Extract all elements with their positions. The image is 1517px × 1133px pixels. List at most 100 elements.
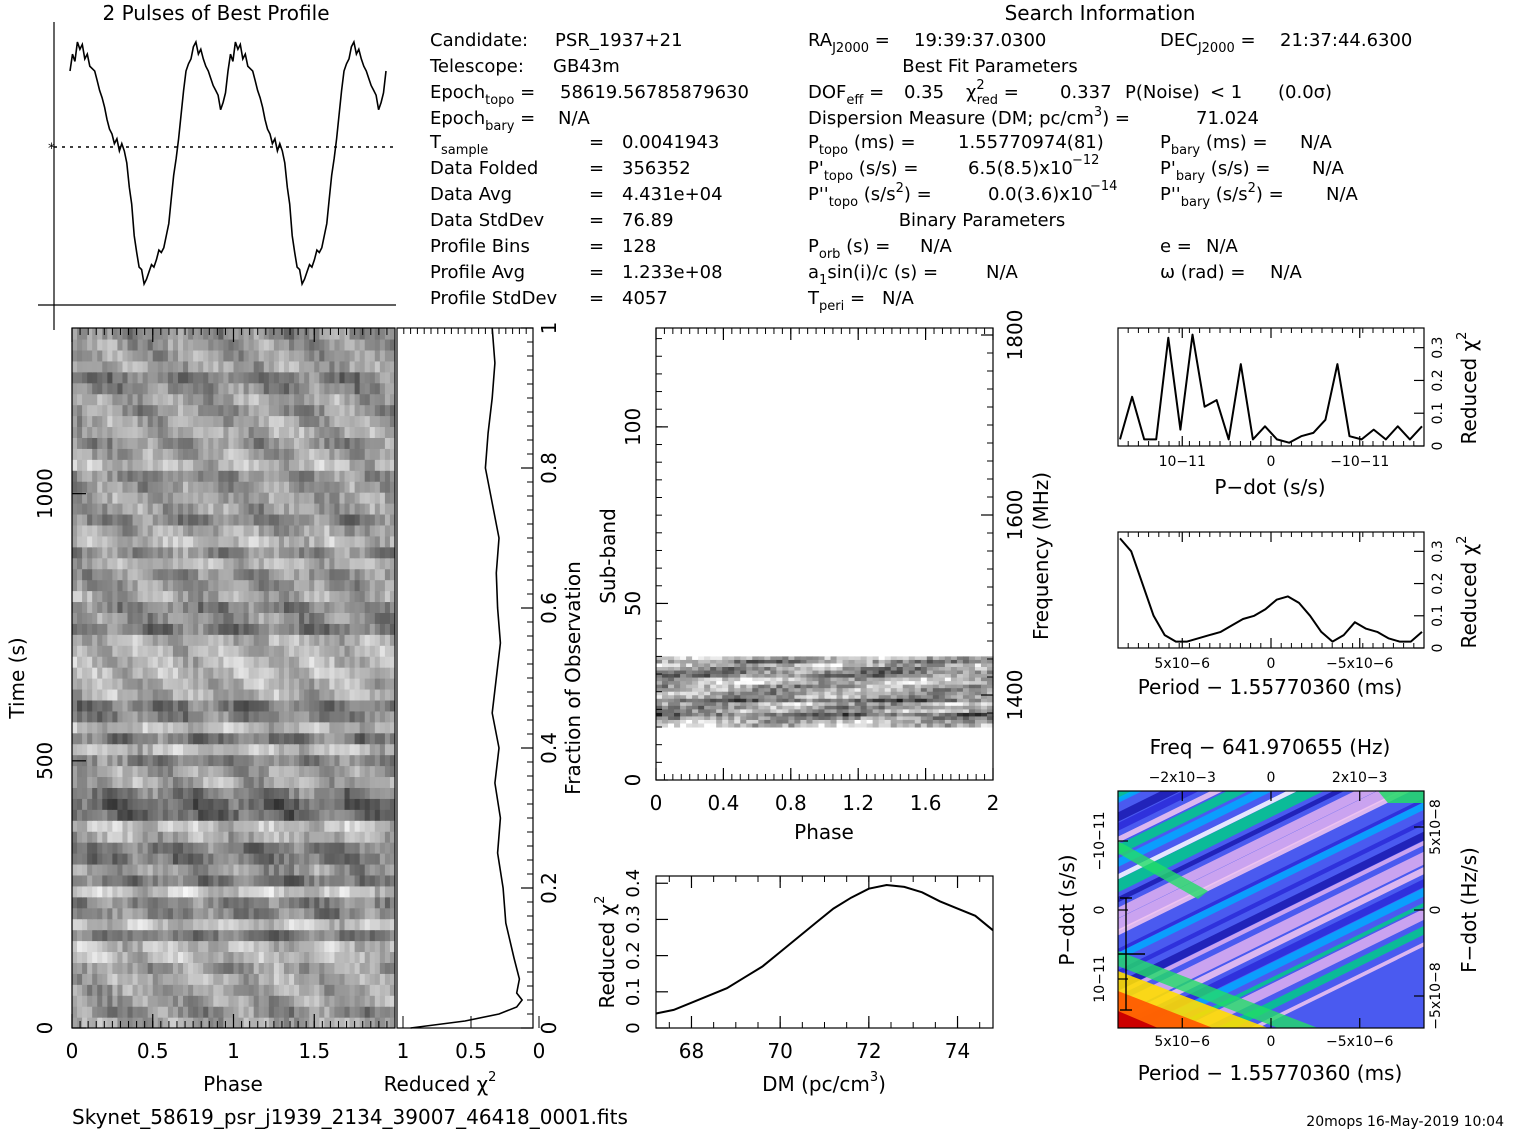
time-phase-cell <box>263 929 270 942</box>
time-phase-cell <box>203 721 209 734</box>
time-phase-cell <box>268 743 275 756</box>
time-phase-cell <box>349 754 356 767</box>
time-phase-cell <box>319 732 325 745</box>
time-phase-cell <box>152 382 159 395</box>
time-phase-cell <box>349 962 356 974</box>
time-phase-cell <box>92 688 98 701</box>
subband-cell <box>812 659 820 664</box>
time-phase-cell <box>92 820 98 832</box>
time-phase-cell <box>329 404 336 417</box>
time-phase-cell <box>218 831 225 843</box>
time-phase-cell <box>354 918 361 931</box>
time-phase-cell <box>263 896 270 909</box>
time-phase-cell <box>77 426 83 438</box>
time-phase-cell <box>314 371 320 384</box>
time-phase-cell <box>243 656 250 668</box>
time-phase-cell <box>188 524 194 537</box>
subband-cell <box>704 656 711 661</box>
time-phase-cell <box>122 853 129 865</box>
time-phase-cell <box>278 634 285 646</box>
time-phase-cell <box>203 481 209 493</box>
time-phase-cell <box>177 557 184 570</box>
time-phase-cell <box>72 787 78 799</box>
time-phase-cell <box>112 360 119 373</box>
time-phase-cell <box>299 426 305 438</box>
time-phase-cell <box>177 885 184 898</box>
time-phase-cell <box>228 787 235 799</box>
time-phase-cell <box>334 634 341 646</box>
subband-cell <box>764 681 771 686</box>
time-phase-cell <box>268 688 275 701</box>
time-phase-cell <box>349 360 356 373</box>
subband-cell <box>656 670 663 675</box>
time-phase-cell <box>162 568 169 581</box>
time-phase-cell <box>263 623 270 635</box>
time-phase-cell <box>289 765 295 778</box>
time-phase-cell <box>349 907 356 920</box>
time-phase-cell <box>233 415 240 428</box>
time-phase-cell <box>364 481 371 493</box>
subband-cell <box>668 684 675 689</box>
subband-cell <box>878 684 886 689</box>
time-phase-cell <box>268 710 275 723</box>
time-phase-cell <box>147 732 154 745</box>
time-phase-cell <box>183 656 189 668</box>
time-phase-cell <box>384 667 391 679</box>
time-phase-cell <box>324 656 330 668</box>
time-phase-cell <box>152 688 159 701</box>
time-phase-cell <box>183 448 189 460</box>
subband-cell <box>800 663 808 668</box>
time-phase-cell <box>319 721 325 734</box>
time-phase-cell <box>213 481 219 493</box>
subband-cell <box>920 677 928 682</box>
time-phase-cell <box>369 853 376 865</box>
time-phase-cell <box>248 885 255 898</box>
time-phase-cell <box>268 634 275 646</box>
time-phase-cell <box>329 448 336 460</box>
time-phase-cell <box>248 984 255 996</box>
time-phase-cell <box>228 634 235 646</box>
time-phase-cell <box>369 645 376 657</box>
time-phase-cell <box>82 863 88 876</box>
time-phase-cell <box>72 1006 78 1018</box>
subband-cell <box>656 663 663 668</box>
subband-cell <box>944 684 952 689</box>
time-phase-cell <box>319 557 325 570</box>
time-phase-cell <box>273 415 280 428</box>
time-phase-cell <box>127 721 134 734</box>
time-phase-cell <box>162 863 169 876</box>
time-phase-cell <box>369 962 376 974</box>
time-phase-cell <box>102 929 108 942</box>
time-phase-cell <box>142 437 149 449</box>
time-phase-cell <box>339 328 346 340</box>
time-phase-cell <box>384 459 391 471</box>
time-phase-cell <box>152 962 159 974</box>
subband-cell <box>734 681 741 686</box>
time-phase-cell <box>339 535 346 548</box>
time-phase-cell <box>172 732 179 745</box>
info-a1sini: N/A <box>986 262 1019 283</box>
time-phase-cell <box>268 481 275 493</box>
time-phase-cell <box>268 557 275 570</box>
time-phase-cell <box>374 820 381 832</box>
time-phase-cell <box>354 360 361 373</box>
time-phase-cell <box>82 710 88 723</box>
subband-cell <box>872 656 880 661</box>
time-phase-cell <box>389 962 395 974</box>
subband-cell <box>926 659 934 664</box>
time-phase-cell <box>122 743 129 756</box>
subband-cell <box>854 670 862 675</box>
time-phase-cell <box>258 918 265 931</box>
time-phase-cell <box>278 798 285 810</box>
time-phase-cell <box>304 513 310 526</box>
time-phase-cell <box>137 940 144 953</box>
time-phase-cell <box>97 338 103 351</box>
time-phase-cell <box>324 634 330 646</box>
time-phase-cell <box>112 798 119 810</box>
time-phase-cell <box>309 940 315 953</box>
time-phase-cell <box>172 853 179 865</box>
time-phase-cell <box>87 831 93 843</box>
time-phase-cell <box>203 568 209 581</box>
time-phase-cell <box>142 481 149 493</box>
time-phase-cell <box>334 546 341 559</box>
